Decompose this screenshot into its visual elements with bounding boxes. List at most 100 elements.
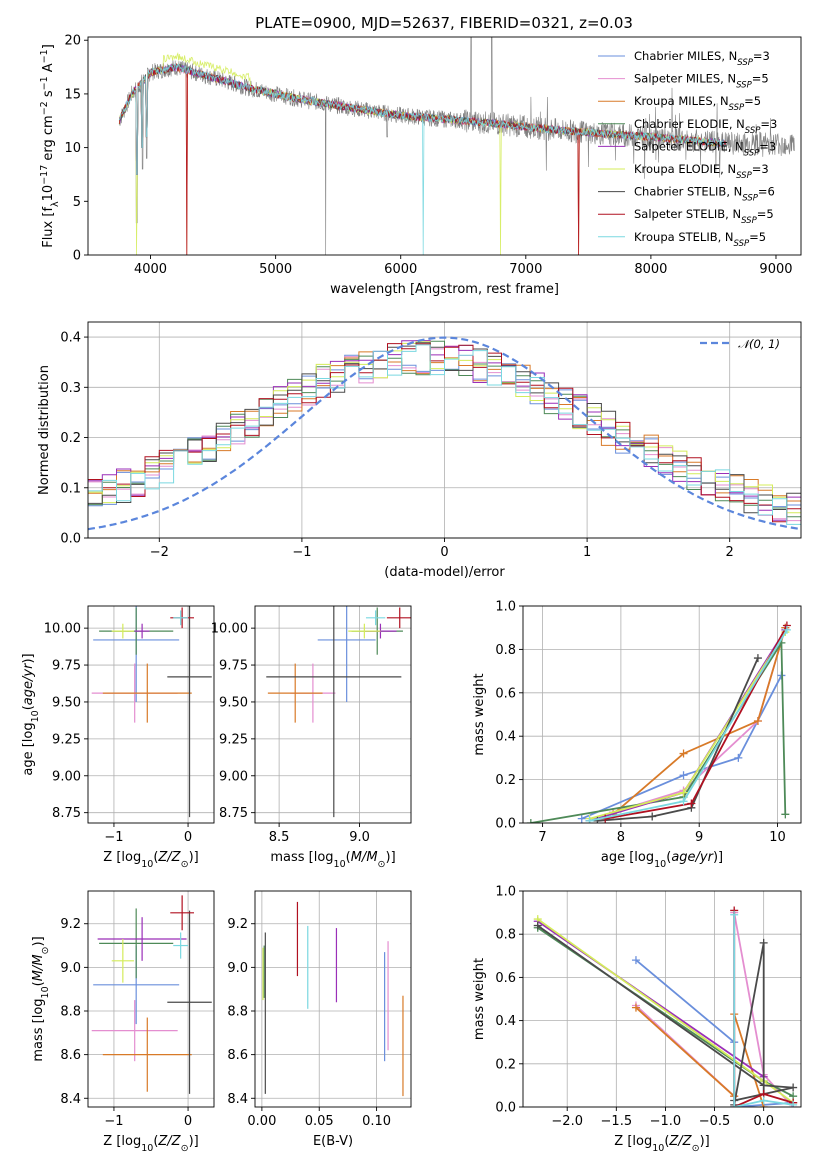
errorbar-point-kroupa_miles — [267, 663, 323, 723]
y-tick-label: 20 — [64, 34, 81, 49]
label-part: ( — [153, 850, 158, 865]
weight-marker-chabrier_stelib — [533, 921, 542, 930]
x-axis-label: Z [log10(Z/Z⊙)] — [614, 1134, 709, 1154]
label-part: =5 — [749, 230, 766, 244]
legend-label: Chabrier STELIB, NSSP=6 — [634, 185, 775, 204]
label-part: λ — [50, 201, 61, 207]
label-part: Kroupa MILES, N — [634, 94, 729, 108]
x-tick-label: 4000 — [134, 262, 167, 277]
y-axis-label: mass weight — [472, 958, 487, 1040]
label-part: −1 — [39, 49, 50, 63]
x-tick-label: 0.0 — [753, 1114, 774, 1129]
y-tick-label: 9.00 — [219, 769, 248, 784]
label-part: Normed distribution — [37, 365, 52, 495]
label-part: wavelength [Angstrom, rest frame] — [330, 282, 559, 297]
legend-label: Salpeter STELIB, NSSP=5 — [634, 207, 774, 226]
label-part: SSP — [736, 171, 752, 181]
weight-marker-kroupa_stelib — [782, 625, 791, 634]
normal-curve — [88, 336, 801, 531]
plot-area — [533, 906, 798, 1107]
weight-line-chabrier_elodie — [530, 639, 787, 823]
label-part: =6 — [758, 185, 775, 199]
y-tick-label: 0.3 — [60, 381, 81, 396]
y-tick-label: 8.4 — [227, 1092, 248, 1107]
x-tick-label: 7000 — [509, 262, 542, 277]
weight-marker-chabrier_stelib — [593, 816, 602, 823]
errorbar-point-salpeter_elodie — [97, 917, 187, 961]
label-part: Z/Z — [157, 850, 181, 865]
y-tick-label: 8.8 — [227, 1005, 248, 1020]
y-tick-label: 0.4 — [495, 730, 516, 745]
label-part: )] — [386, 850, 396, 865]
label-part: )] — [31, 936, 46, 946]
weight-marker-kroupa_stelib — [679, 797, 688, 806]
model-spectrum-kroupa_miles — [119, 63, 721, 255]
x-tick-label: 9000 — [759, 262, 792, 277]
label-part: Z [log — [103, 1134, 141, 1149]
label-part: mass [log — [270, 850, 333, 865]
model-spectrum-salpeter_stelib — [118, 63, 727, 255]
panel-mass_vs_Z: −1 08.48.68.89.09.2Z [log10(Z/Z⊙)]mass [l… — [31, 890, 215, 1154]
label-part: Salpeter ELODIE, N — [634, 139, 744, 153]
y-tick-label: 0.0 — [60, 532, 81, 547]
label-part: Chabrier MILES, N — [634, 49, 737, 63]
label-part: )] — [713, 850, 723, 865]
plot-area — [91, 606, 212, 818]
label-part: mass weight — [472, 673, 487, 755]
label-part: age [log — [601, 850, 654, 865]
x-axis-label: E(B-V) — [313, 1134, 353, 1149]
errorbar-point-kroupa_miles — [102, 1017, 192, 1092]
y-tick-label: 9.50 — [52, 695, 81, 710]
x-axis-label: wavelength [Angstrom, rest frame] — [330, 282, 559, 297]
weight-marker-chabrier_stelib — [789, 1083, 798, 1092]
x-tick-label: 5000 — [259, 262, 292, 277]
x-tick-label: 7 — [538, 830, 546, 845]
label-part: SSP — [741, 216, 757, 226]
y-tick-label: 9.25 — [52, 732, 81, 747]
y-axis-label: Normed distribution — [37, 365, 52, 495]
panel-residuals: −2 −1 0 1 2 0.0 0.1 0.2 0.3 0.4 𝒩(0, 1) (data-model… — [37, 321, 802, 580]
weight-marker-salpeter_stelib — [687, 799, 696, 808]
label-part: ⊙ — [181, 859, 189, 870]
label-part: M/M — [31, 954, 46, 981]
errorbar-point-kroupa_elodie — [111, 939, 134, 983]
label-part: Salpeter STELIB, N — [634, 207, 741, 221]
label-part: =3 — [752, 162, 769, 176]
label-part: s — [41, 90, 56, 101]
weight-marker-chabrier_stelib — [759, 1081, 768, 1090]
label-part: Kroupa ELODIE, N — [634, 162, 736, 176]
weight-marker-kroupa_stelib — [789, 1100, 798, 1107]
weight-marker-kroupa_stelib — [585, 816, 594, 823]
panels: 4000 5000 6000 7000 8000 900005101520waveleng… — [21, 34, 802, 1154]
x-axis-label: Z [log10(Z/Z⊙)] — [103, 850, 198, 870]
label-part: A — [41, 63, 56, 76]
x-tick-label: −0.5 — [699, 1114, 731, 1129]
label-part: )] — [700, 1134, 710, 1149]
y-tick-label: 1.0 — [495, 885, 516, 900]
weight-marker-chabrier_miles — [577, 814, 586, 823]
axes-frame — [87, 890, 215, 1108]
weight-marker-kroupa_stelib — [759, 1096, 768, 1105]
x-tick-label: 1 — [583, 545, 591, 560]
x-tick-label: −2 — [150, 545, 169, 560]
label-part: ( — [346, 850, 351, 865]
plot-area — [266, 606, 411, 818]
y-tick-label: 0.2 — [495, 1057, 516, 1072]
errorbar-point-salpeter_stelib — [170, 895, 194, 931]
axes-frame — [87, 36, 802, 256]
y-axis-label: Flux [fλ10−17 erg cm−2 s−1 A−1] — [39, 44, 61, 248]
label-part: M/M — [351, 850, 378, 865]
errorbar-point-chabrier_elodie — [99, 908, 174, 979]
label-part: Z [log — [103, 850, 141, 865]
weight-marker-kroupa_stelib — [730, 1103, 739, 1107]
errorbar-point-kroupa_elodie — [348, 623, 381, 639]
label-part: 10 — [334, 859, 346, 870]
axes-frame — [254, 890, 412, 1108]
label-part: Z [log — [614, 1134, 652, 1149]
x-axis-label: Z [log10(Z/Z⊙)] — [103, 1134, 198, 1154]
label-part: ( — [666, 850, 671, 865]
label-part: ( — [153, 1134, 158, 1149]
y-tick-label: 0.8 — [495, 928, 516, 943]
weight-marker-kroupa_elodie — [679, 788, 688, 797]
